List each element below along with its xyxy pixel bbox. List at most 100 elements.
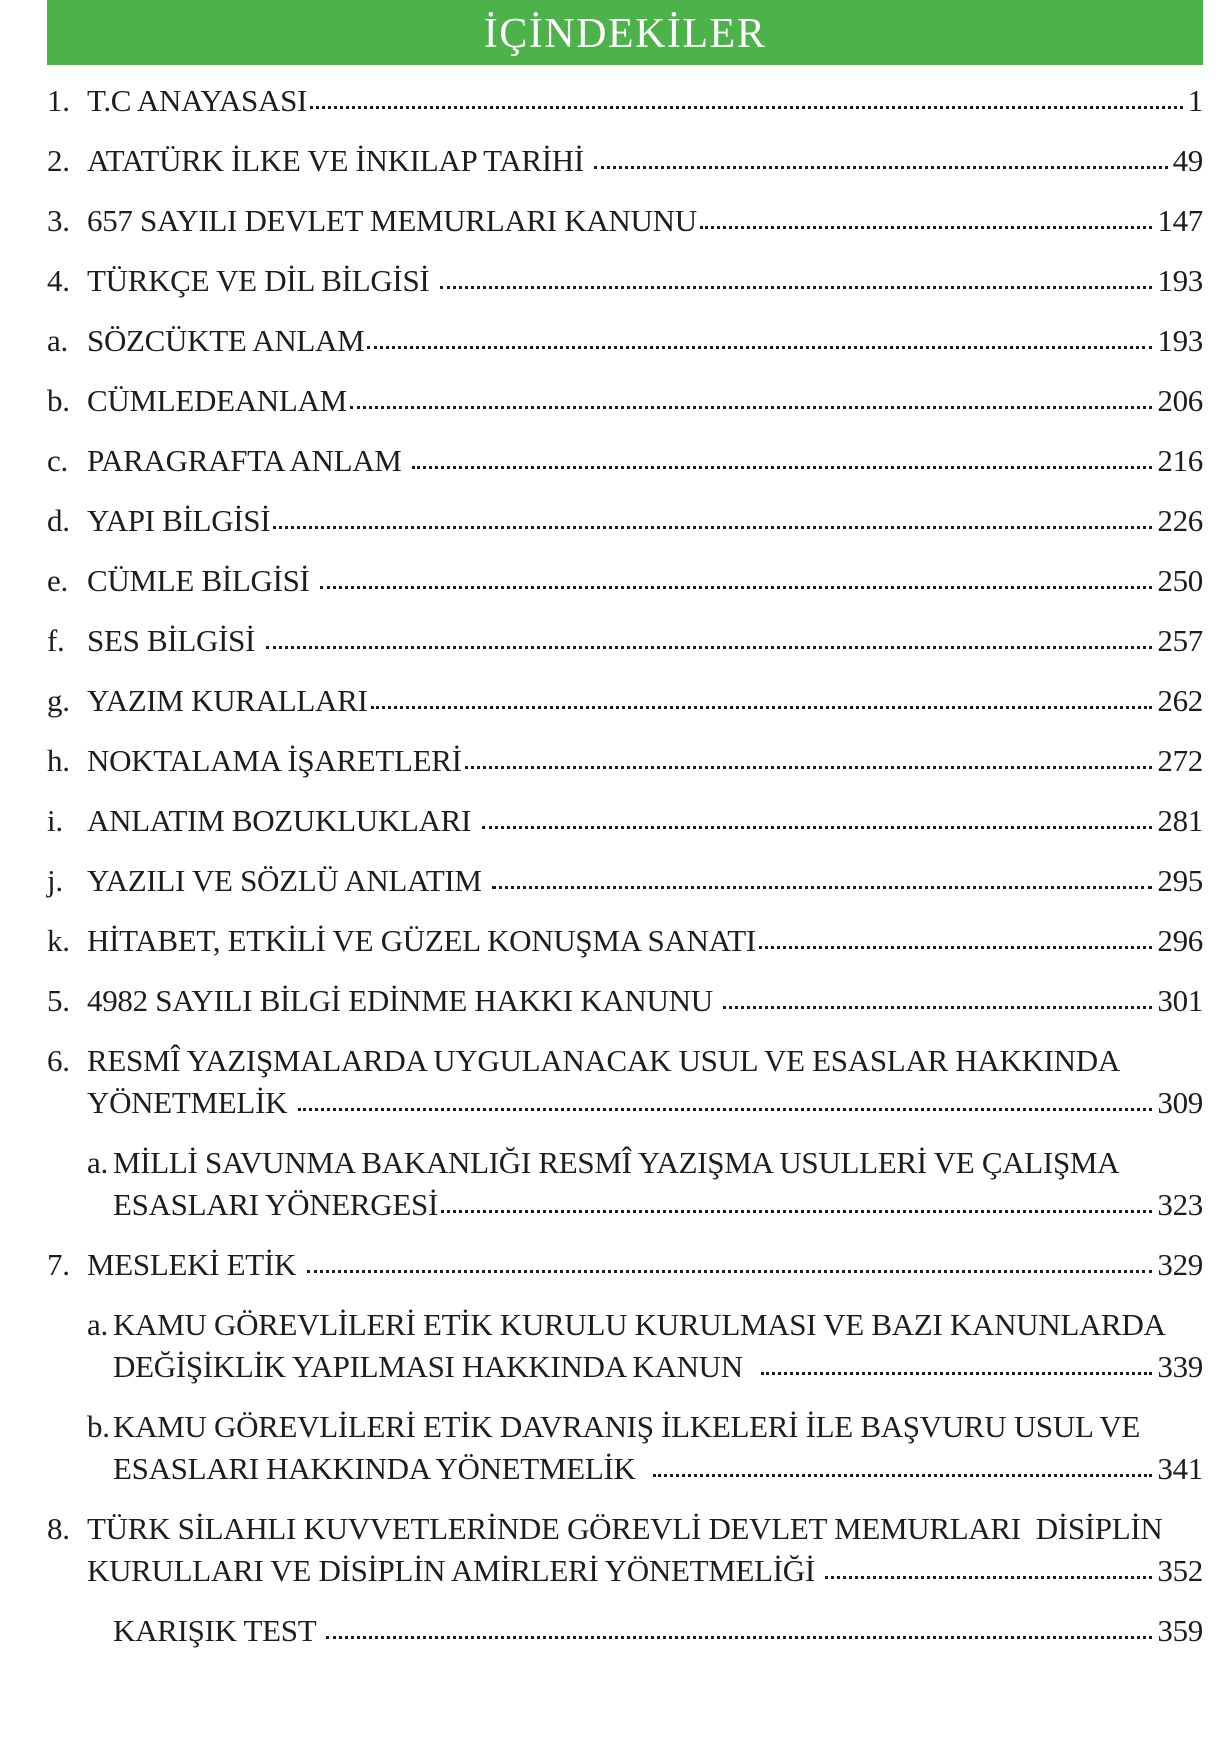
dot-leader <box>370 706 1153 709</box>
toc-item-title: YAPI BİLGİSİ <box>87 503 271 538</box>
toc-entry: d. YAPI BİLGİSİ 226 <box>47 500 1203 542</box>
toc-item-title: ESASLARI HAKKINDA YÖNETMELİK <box>113 1451 651 1486</box>
toc-item-title: TÜRK SİLAHLI KUVVETLERİNDE GÖREVLİ DEVLE… <box>87 1511 1163 1546</box>
toc-page-number: 339 <box>1157 1349 1203 1384</box>
dot-leader <box>367 346 1153 349</box>
toc-item-title: SÖZCÜKTE ANLAM <box>87 323 365 358</box>
toc-line: c. PARAGRAFTA ANLAM 216 <box>47 440 1203 482</box>
toc-entry: a. SÖZCÜKTE ANLAM 193 <box>47 320 1203 362</box>
dot-leader <box>297 1108 1153 1111</box>
toc-item-marker: f. <box>47 623 65 658</box>
toc-item-title: MESLEKİ ETİK <box>87 1247 304 1282</box>
toc-page-number: 352 <box>1157 1553 1203 1588</box>
toc-item-marker: 3. <box>47 203 70 238</box>
toc-line: 1. T.C ANAYASASI 1 <box>47 80 1203 122</box>
toc-line: k. HİTABET, ETKİLİ VE GÜZEL KONUŞMA SANAT… <box>47 920 1203 962</box>
toc-item-title: KARIŞIK TEST <box>113 1613 324 1648</box>
toc-entry: i. ANLATIM BOZUKLUKLARI 281 <box>47 800 1203 842</box>
toc-page-number: 206 <box>1157 383 1203 418</box>
toc-page-number: 296 <box>1157 923 1203 958</box>
toc-list: 1. T.C ANAYASASI 1 2. ATATÜRK İLKE VE İNKILA… <box>47 80 1203 1670</box>
dot-leader <box>326 1636 1153 1639</box>
toc-entry: b. CÜMLEDEANLAM 206 <box>47 380 1203 422</box>
toc-entry: 6. RESMÎ YAZIŞMALARDA UYGULANACAK USUL VE… <box>47 1040 1203 1124</box>
toc-line: b. CÜMLEDEANLAM 206 <box>47 380 1203 422</box>
toc-page-number: 301 <box>1157 983 1203 1018</box>
toc-item-title: 4982 SAYILI BİLGİ EDİNME HAKKI KANUNU <box>87 983 721 1018</box>
toc-entry: 7. MESLEKİ ETİK 329 <box>47 1244 1203 1286</box>
toc-item-marker: h. <box>47 743 70 778</box>
toc-item-marker: 8. <box>47 1511 70 1546</box>
toc-line: g. YAZIM KURALLARI 262 <box>47 680 1203 722</box>
toc-item-marker: 4. <box>47 263 70 298</box>
toc-entry: j. YAZILI VE SÖZLÜ ANLATIM 295 <box>47 860 1203 902</box>
toc-item-marker: g. <box>47 683 70 718</box>
toc-line: 6. RESMÎ YAZIŞMALARDA UYGULANACAK USUL VE… <box>47 1040 1203 1082</box>
toc-entry: g. YAZIM KURALLARI 262 <box>47 680 1203 722</box>
toc-item-marker: a. <box>87 1145 108 1180</box>
toc-line: ESASLARI YÖNERGESİ 323 <box>47 1184 1203 1226</box>
toc-entry: c. PARAGRAFTA ANLAM 216 <box>47 440 1203 482</box>
toc-page-number: 193 <box>1157 323 1203 358</box>
toc-line: j. YAZILI VE SÖZLÜ ANLATIM 295 <box>47 860 1203 902</box>
toc-page-number: 341 <box>1157 1451 1203 1486</box>
dot-leader <box>825 1576 1153 1579</box>
toc-item-marker: j. <box>47 863 63 898</box>
toc-item-title: CÜMLE BİLGİSİ <box>87 563 318 598</box>
dot-leader <box>594 166 1168 169</box>
toc-entry: b. KAMU GÖREVLİLERİ ETİK DAVRANIŞ İLKELER… <box>47 1406 1203 1490</box>
dot-leader <box>653 1474 1153 1477</box>
toc-page-number: 309 <box>1157 1085 1203 1120</box>
toc-item-title: T.C ANAYASASI <box>87 83 308 118</box>
toc-page-number: 257 <box>1157 623 1203 658</box>
toc-page-number: 295 <box>1157 863 1203 898</box>
toc-item-marker: 7. <box>47 1247 70 1282</box>
toc-line: a. KAMU GÖREVLİLERİ ETİK KURULU KURULMASI… <box>47 1304 1203 1346</box>
toc-line: d. YAPI BİLGİSİ 226 <box>47 500 1203 542</box>
toc-item-marker: b. <box>87 1409 110 1444</box>
toc-item-title: NOKTALAMA İŞARETLERİ <box>87 743 462 778</box>
toc-item-title: ESASLARI YÖNERGESİ <box>113 1187 438 1222</box>
toc-item-marker: e. <box>47 563 68 598</box>
toc-item-title: KAMU GÖREVLİLERİ ETİK DAVRANIŞ İLKELERİ … <box>113 1409 1141 1444</box>
dot-leader <box>310 106 1183 109</box>
toc-item-marker: 2. <box>47 143 70 178</box>
toc-item-marker: d. <box>47 503 70 538</box>
toc-page-number: 359 <box>1157 1613 1203 1648</box>
dot-leader <box>699 226 1153 229</box>
toc-page-number: 147 <box>1157 203 1203 238</box>
toc-item-title: RESMÎ YAZIŞMALARDA UYGULANACAK USUL VE E… <box>87 1043 1120 1078</box>
toc-entry: h. NOKTALAMA İŞARETLERİ 272 <box>47 740 1203 782</box>
toc-entry: e. CÜMLE BİLGİSİ 250 <box>47 560 1203 602</box>
toc-entry: 3. 657 SAYILI DEVLET MEMURLARI KANUNU 147 <box>47 200 1203 242</box>
dot-leader <box>273 526 1153 529</box>
toc-page-number: 193 <box>1157 263 1203 298</box>
toc-item-marker: 1. <box>47 83 70 118</box>
toc-entry: 4. TÜRKÇE VE DİL BİLGİSİ 193 <box>47 260 1203 302</box>
toc-item-marker: b. <box>47 383 70 418</box>
toc-item-marker: c. <box>47 443 68 478</box>
toc-line: h. NOKTALAMA İŞARETLERİ 272 <box>47 740 1203 782</box>
toc-item-marker: 6. <box>47 1043 70 1078</box>
toc-entry: k. HİTABET, ETKİLİ VE GÜZEL KONUŞMA SANAT… <box>47 920 1203 962</box>
dot-leader <box>723 1006 1153 1009</box>
toc-item-title: ANLATIM BOZUKLUKLARI <box>87 803 479 838</box>
toc-item-title: KAMU GÖREVLİLERİ ETİK KURULU KURULMASI V… <box>113 1307 1166 1342</box>
toc-page-number: 216 <box>1157 443 1203 478</box>
toc-page-number: 329 <box>1157 1247 1203 1282</box>
toc-line: 2. ATATÜRK İLKE VE İNKILAP TARİHİ 49 <box>47 140 1203 182</box>
dot-leader <box>306 1270 1153 1273</box>
dot-leader <box>320 586 1153 589</box>
dot-leader <box>492 886 1153 889</box>
toc-page-number: 1 <box>1187 83 1204 118</box>
toc-item-title: YAZIM KURALLARI <box>87 683 368 718</box>
toc-entry: a. MİLLİ SAVUNMA BAKANLIĞI RESMÎ YAZIŞMA … <box>47 1142 1203 1226</box>
toc-page-number: 281 <box>1157 803 1203 838</box>
toc-line: 3. 657 SAYILI DEVLET MEMURLARI KANUNU 147 <box>47 200 1203 242</box>
toc-entry: 2. ATATÜRK İLKE VE İNKILAP TARİHİ 49 <box>47 140 1203 182</box>
toc-item-marker: k. <box>47 923 70 958</box>
toc-item-marker: a. <box>87 1307 108 1342</box>
toc-page-number: 250 <box>1157 563 1203 598</box>
toc-item-title: ATATÜRK İLKE VE İNKILAP TARİHİ <box>87 143 592 178</box>
toc-line: 4. TÜRKÇE VE DİL BİLGİSİ 193 <box>47 260 1203 302</box>
